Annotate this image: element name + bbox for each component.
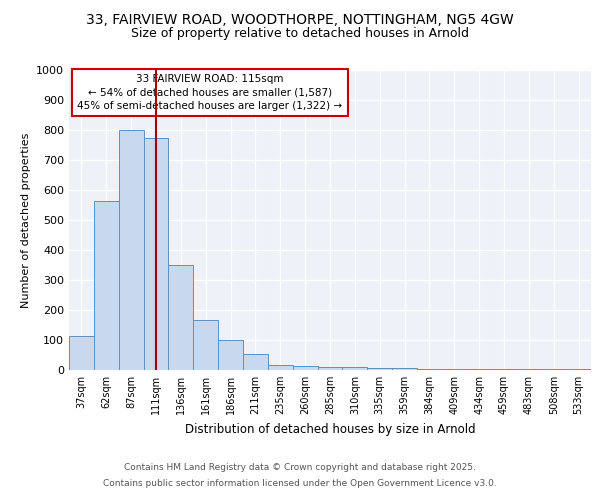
Text: Contains public sector information licensed under the Open Government Licence v3: Contains public sector information licen… (103, 478, 497, 488)
Bar (392, 368, 417, 370)
Bar (491, 369, 517, 370)
Text: Contains HM Land Registry data © Crown copyright and database right 2025.: Contains HM Land Registry data © Crown c… (124, 464, 476, 472)
Y-axis label: Number of detached properties: Number of detached properties (20, 132, 31, 308)
Bar (169, 265, 193, 370)
Text: 33 FAIRVIEW ROAD: 115sqm
← 54% of detached houses are smaller (1,587)
45% of sem: 33 FAIRVIEW ROAD: 115sqm ← 54% of detach… (77, 74, 343, 111)
Bar (343, 367, 367, 370)
Bar (417, 368, 442, 370)
Bar (293, 366, 317, 370)
Bar (69, 336, 94, 370)
Bar (94, 200, 119, 370)
X-axis label: Distribution of detached houses by size in Arnold: Distribution of detached houses by size … (185, 422, 475, 436)
Bar (317, 367, 343, 370)
Text: 33, FAIRVIEW ROAD, WOODTHORPE, NOTTINGHAM, NG5 4GW: 33, FAIRVIEW ROAD, WOODTHORPE, NOTTINGHA… (86, 12, 514, 26)
Bar (243, 354, 268, 370)
Text: Size of property relative to detached houses in Arnold: Size of property relative to detached ho… (131, 28, 469, 40)
Bar (193, 320, 218, 370)
Bar (541, 369, 566, 370)
Bar (367, 368, 392, 370)
Bar (268, 364, 293, 370)
Bar (143, 138, 169, 370)
Bar (442, 369, 467, 370)
Bar (218, 340, 243, 370)
Bar (566, 368, 591, 370)
Bar (467, 369, 491, 370)
Bar (517, 369, 541, 370)
Bar (119, 130, 143, 370)
